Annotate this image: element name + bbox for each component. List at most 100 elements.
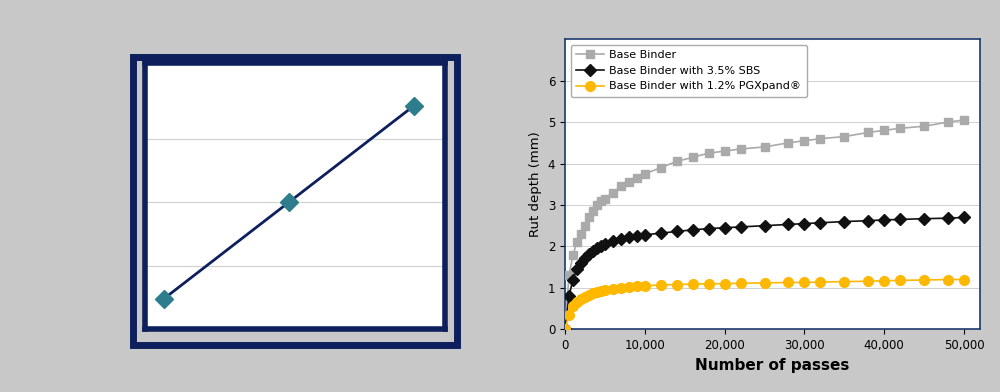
Base Binder with 3.5% SBS [615,237,627,241]
Base Binder with 1.2% PGXpand® [671,282,683,287]
Legend: Base Binder, Base Binder with 3.5% SBS, Base Binder with 1.2% PGXpand®: Base Binder, Base Binder with 3.5% SBS, … [571,45,807,97]
Base Binder with 3.5% SBS [782,222,794,227]
Base Binder with 3.5% SBS [639,232,651,237]
Base Binder with 1.2% PGXpand® [703,281,715,286]
Base Binder [814,136,826,141]
Base Binder with 3.5% SBS [878,218,890,222]
Base Binder with 3.5% SBS [759,223,771,228]
X-axis label: Number of passes: Number of passes [695,358,850,372]
Base Binder with 1.2% PGXpand® [878,278,890,283]
Base Binder [559,327,571,332]
Base Binder with 3.5% SBS [942,216,954,221]
Base Binder with 1.2% PGXpand® [814,279,826,284]
Base Binder [631,176,643,180]
Base Binder with 1.2% PGXpand® [687,282,699,287]
Base Binder with 1.2% PGXpand® [759,281,771,285]
Base Binder with 3.5% SBS [587,248,599,253]
Base Binder with 3.5% SBS [703,226,715,231]
Base Binder with 1.2% PGXpand® [559,327,571,332]
Base Binder with 1.2% PGXpand® [607,286,619,291]
Base Binder with 1.2% PGXpand® [838,279,850,284]
Base Binder [615,184,627,189]
Base Binder with 1.2% PGXpand® [782,280,794,285]
Base Binder with 3.5% SBS [687,227,699,232]
Base Binder [703,151,715,156]
Base Binder with 1.2% PGXpand® [599,288,611,292]
Base Binder [918,124,930,129]
Base Binder with 3.5% SBS [655,231,667,236]
Base Binder with 1.2% PGXpand® [862,279,874,283]
Base Binder [639,172,651,176]
Base Binder with 3.5% SBS [563,294,575,298]
Base Binder [798,138,810,143]
Base Binder [782,140,794,145]
Base Binder with 1.2% PGXpand® [571,300,583,305]
Y-axis label: Rut depth (mm): Rut depth (mm) [529,131,542,237]
Base Binder [607,190,619,195]
Base Binder [575,232,587,236]
Base Binder [571,240,583,245]
Base Binder [878,128,890,133]
Base Binder [567,252,579,257]
Base Binder with 1.2% PGXpand® [735,281,747,286]
Base Binder with 3.5% SBS [958,215,970,220]
Base Binder with 1.2% PGXpand® [567,304,579,309]
Line: Base Binder with 1.2% PGXpand®: Base Binder with 1.2% PGXpand® [560,275,969,334]
Base Binder with 3.5% SBS [623,235,635,240]
Base Binder with 1.2% PGXpand® [615,285,627,290]
Base Binder [862,130,874,135]
Base Binder with 3.5% SBS [599,241,611,246]
Base Binder with 3.5% SBS [567,277,579,282]
Base Binder with 3.5% SBS [798,221,810,226]
Base Binder with 1.2% PGXpand® [563,312,575,317]
Base Binder [595,198,607,203]
Base Binder [591,203,603,207]
Base Binder [579,223,591,228]
Base Binder with 1.2% PGXpand® [587,291,599,296]
Base Binder [563,273,575,278]
Base Binder with 3.5% SBS [559,327,571,332]
Base Binder with 3.5% SBS [862,218,874,223]
Base Binder [599,196,611,201]
Line: Base Binder: Base Binder [561,116,968,334]
Line: Base Binder with 3.5% SBS: Base Binder with 3.5% SBS [561,213,968,334]
Base Binder [623,180,635,185]
Base Binder with 1.2% PGXpand® [719,281,731,286]
Base Binder with 1.2% PGXpand® [639,283,651,288]
Base Binder with 3.5% SBS [894,217,906,222]
Base Binder [655,165,667,170]
Base Binder [735,147,747,151]
Base Binder with 3.5% SBS [918,216,930,221]
Base Binder with 3.5% SBS [735,225,747,229]
Base Binder [759,145,771,149]
Base Binder with 3.5% SBS [607,239,619,244]
Base Binder with 3.5% SBS [671,229,683,234]
Base Binder with 1.2% PGXpand® [575,297,587,302]
Base Binder with 3.5% SBS [595,243,607,248]
Base Binder [894,126,906,131]
Base Binder with 3.5% SBS [575,261,587,265]
Base Binder with 1.2% PGXpand® [595,289,607,293]
Base Binder with 1.2% PGXpand® [894,278,906,283]
Base Binder with 1.2% PGXpand® [918,278,930,282]
Base Binder with 3.5% SBS [838,219,850,224]
Base Binder [719,149,731,153]
Base Binder with 1.2% PGXpand® [631,284,643,289]
Base Binder [942,120,954,124]
Base Binder with 3.5% SBS [719,225,731,230]
Base Binder with 3.5% SBS [583,252,595,256]
Base Binder with 1.2% PGXpand® [583,292,595,297]
Base Binder with 3.5% SBS [631,234,643,238]
Base Binder with 1.2% PGXpand® [798,280,810,285]
Base Binder [958,118,970,122]
Base Binder with 1.2% PGXpand® [623,285,635,289]
Base Binder [587,209,599,214]
Base Binder with 1.2% PGXpand® [942,277,954,282]
Base Binder with 3.5% SBS [571,267,583,272]
Base Binder [583,215,595,220]
Base Binder with 1.2% PGXpand® [591,290,603,294]
Base Binder with 1.2% PGXpand® [958,277,970,282]
Base Binder with 1.2% PGXpand® [655,283,667,287]
Base Binder with 1.2% PGXpand® [579,295,591,299]
Base Binder with 3.5% SBS [591,245,603,250]
